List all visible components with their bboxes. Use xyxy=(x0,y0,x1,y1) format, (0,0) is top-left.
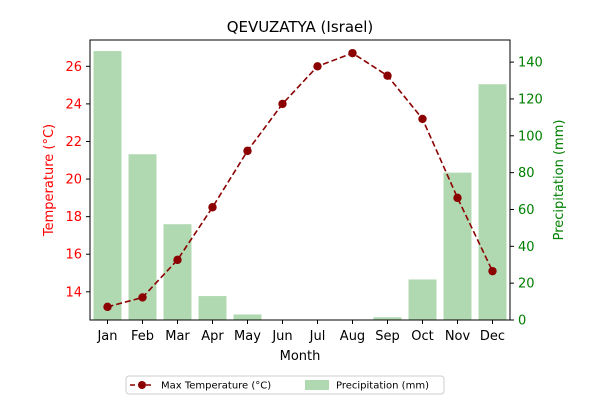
temperature-line-path xyxy=(107,52,494,308)
x-tick-label: Jan xyxy=(96,329,117,344)
right-tick-label: 60 xyxy=(518,203,535,218)
precipitation-bar-oct xyxy=(408,279,437,320)
x-tick-label: May xyxy=(234,329,261,344)
temperature-point-nov xyxy=(453,193,462,203)
temperature-point-jun xyxy=(278,99,287,109)
left-y-axis-label: Temperature (°C) xyxy=(42,124,57,237)
x-tick-label: Mar xyxy=(165,329,190,344)
temperature-point-mar xyxy=(173,255,182,265)
left-tick-label: 22 xyxy=(65,135,82,150)
temperature-point-aug xyxy=(348,48,357,58)
x-tick-label: Jul xyxy=(309,329,326,344)
precipitation-bar-may xyxy=(233,314,262,320)
right-y-axis: 0 20 40 60 80 100 120 140 xyxy=(510,56,543,329)
left-tick-label: 24 xyxy=(65,97,82,112)
left-tick-label: 20 xyxy=(65,173,82,188)
x-tick-label: Oct xyxy=(411,329,433,344)
right-tick-label: 100 xyxy=(518,129,543,144)
temperature-point-sep xyxy=(383,71,392,80)
temperature-point-jul xyxy=(313,62,322,71)
left-tick-label: 26 xyxy=(65,60,82,75)
right-tick-label: 0 xyxy=(518,314,526,329)
precipitation-bar-sep xyxy=(373,317,402,320)
temperature-point-oct xyxy=(418,114,427,124)
x-tick-label: Nov xyxy=(445,329,471,344)
x-tick-label: Aug xyxy=(340,329,365,344)
legend-precipitation-swatch xyxy=(305,380,329,390)
temperature-point-dec xyxy=(488,266,497,276)
legend: Max Temperature (°C) Precipitation (mm) xyxy=(125,375,445,395)
plot-frame xyxy=(89,39,511,321)
legend-temperature-marker xyxy=(138,381,146,389)
precipitation-bar-feb xyxy=(128,154,157,320)
precipitation-bar-jan xyxy=(93,51,122,320)
chart-title: QEVUZATYA (Israel) xyxy=(227,18,374,36)
right-tick-label: 80 xyxy=(518,166,535,181)
temperature-line xyxy=(103,48,497,312)
x-axis-label: Month xyxy=(280,349,321,364)
temperature-point-feb xyxy=(138,293,147,302)
left-y-axis: 14 16 18 20 22 24 26 xyxy=(65,60,90,300)
right-tick-label: 140 xyxy=(518,56,543,71)
precipitation-bar-mar xyxy=(163,224,192,320)
x-tick-label: Feb xyxy=(131,329,154,344)
legend-temperature-label: Max Temperature (°C) xyxy=(161,381,271,392)
right-y-axis-label: Precipitation (mm) xyxy=(552,120,567,241)
x-tick-label: Jun xyxy=(271,329,292,344)
precipitation-bars xyxy=(93,51,507,320)
legend-box xyxy=(125,375,445,395)
left-tick-label: 18 xyxy=(65,210,82,225)
precipitation-bar-dec xyxy=(478,84,507,320)
left-tick-label: 16 xyxy=(65,248,82,263)
right-tick-label: 20 xyxy=(518,277,535,292)
precipitation-bar-apr xyxy=(198,296,227,320)
temperature-point-may xyxy=(243,146,252,156)
left-tick-label: 14 xyxy=(65,285,82,300)
x-tick-label: Sep xyxy=(375,329,400,344)
temperature-point-jan xyxy=(103,302,112,312)
right-tick-label: 120 xyxy=(518,92,543,107)
x-tick-label: Dec xyxy=(480,329,505,344)
x-axis: Jan Feb Mar Apr May Jun Jul Aug Sep Oct Nov Dec xyxy=(96,320,505,344)
temperature-point-apr xyxy=(208,203,217,212)
legend-precipitation-label: Precipitation (mm) xyxy=(336,381,429,392)
x-tick-label: Apr xyxy=(201,329,224,344)
right-tick-label: 40 xyxy=(518,240,535,255)
